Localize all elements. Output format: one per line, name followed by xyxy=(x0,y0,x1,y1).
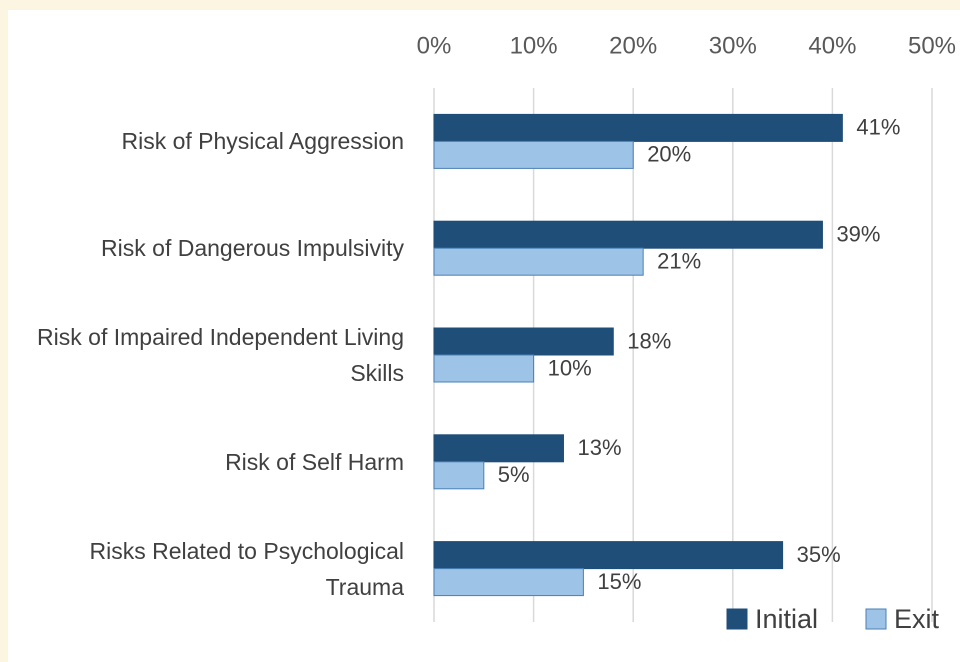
bar xyxy=(433,354,535,383)
data-label: 41% xyxy=(856,115,900,140)
x-tick-label: 40% xyxy=(808,32,856,59)
data-label: 15% xyxy=(597,569,641,594)
x-tick-label: 10% xyxy=(510,32,558,59)
y-tick-label: Risks Related to Psychological Trauma xyxy=(89,537,404,600)
y-tick-label: Risk of Physical Aggression xyxy=(121,128,404,155)
legend-label: Initial xyxy=(755,604,818,634)
data-label: 39% xyxy=(836,222,880,247)
legend-swatch xyxy=(726,608,748,630)
data-label: 18% xyxy=(627,328,671,353)
data-label: 21% xyxy=(657,249,701,274)
bar xyxy=(433,113,843,142)
x-tick-label: 20% xyxy=(609,32,657,59)
x-tick-label: 30% xyxy=(709,32,757,59)
bar xyxy=(433,461,485,490)
data-label: 5% xyxy=(498,462,530,487)
data-label: 10% xyxy=(548,355,592,380)
y-tick-label: Risk of Dangerous Impulsivity xyxy=(101,235,404,262)
x-tick-label: 50% xyxy=(908,32,956,59)
bar xyxy=(433,327,614,356)
bar xyxy=(433,541,784,570)
bar xyxy=(433,247,644,276)
bar xyxy=(433,434,564,463)
bar xyxy=(433,140,634,169)
legend-label: Exit xyxy=(894,604,940,634)
data-label: 20% xyxy=(647,142,691,167)
y-tick-label: Risk of Self Harm xyxy=(225,448,404,475)
bar xyxy=(433,220,823,249)
legend-swatch xyxy=(865,608,887,630)
x-tick-label: 0% xyxy=(417,32,452,59)
data-label: 13% xyxy=(577,435,621,460)
data-label: 35% xyxy=(797,542,841,567)
y-tick-label: Risk of Impaired Independent Living Skil… xyxy=(37,324,404,386)
bar xyxy=(433,568,584,597)
